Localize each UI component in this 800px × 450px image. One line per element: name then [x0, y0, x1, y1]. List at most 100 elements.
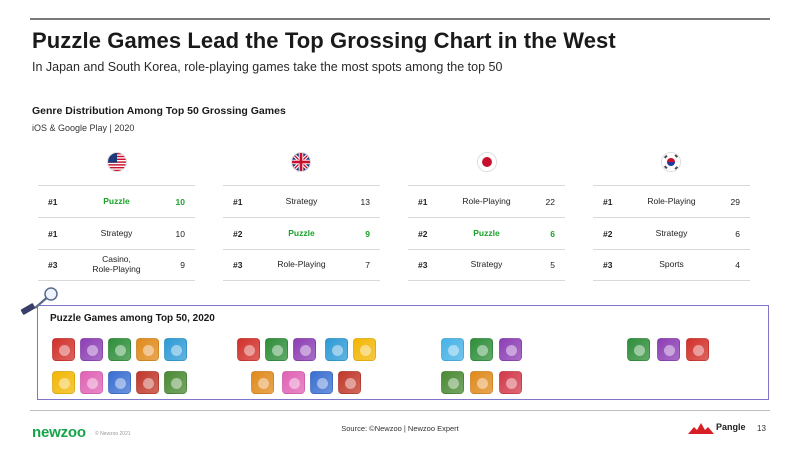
puzzle-games-panel: Puzzle Games among Top 50, 2020	[37, 305, 769, 400]
table-row: #3 Role-Playing 7	[223, 249, 380, 281]
app-icon	[164, 371, 187, 394]
genre-count: 13	[360, 196, 370, 207]
genre-count: 29	[730, 196, 740, 207]
app-icon	[338, 371, 361, 394]
rank-label: #2	[418, 228, 428, 239]
app-icon-glyph	[477, 345, 488, 356]
genre-count: 4	[735, 260, 740, 270]
app-icon	[293, 338, 316, 361]
app-icon-glyph	[345, 378, 356, 389]
table-row: #2 Puzzle 6	[408, 217, 565, 249]
rank-label: #3	[48, 260, 58, 270]
app-icon-glyph	[448, 345, 459, 356]
genre-label: Puzzle	[473, 227, 500, 238]
app-icon	[657, 338, 680, 361]
genre-label: Strategy	[655, 227, 688, 238]
table-row: #1 Strategy 10	[38, 217, 195, 249]
korea-genre-table: #1 Role-Playing 29 #2 Strategy 6 #3 Spor…	[593, 185, 750, 281]
page-subtitle: In Japan and South Korea, role-playing g…	[32, 60, 503, 74]
app-icon	[108, 338, 131, 361]
pangle-label: Pangle	[716, 422, 746, 432]
app-icon-glyph	[143, 378, 154, 389]
app-icon-glyph	[477, 378, 488, 389]
app-icon	[441, 371, 464, 394]
us-genre-table: #1 Puzzle 10 #1 Strategy 10 #3 Casino, Ro…	[38, 185, 195, 281]
table-row: #2 Strategy 6	[593, 217, 750, 249]
app-icon	[136, 338, 159, 361]
puzzle-panel-title: Puzzle Games among Top 50, 2020	[50, 313, 215, 324]
table-row: #2 Puzzle 9	[223, 217, 380, 249]
us-flag-icon	[107, 152, 127, 172]
app-icon-glyph	[258, 378, 269, 389]
section-title: Genre Distribution Among Top 50 Grossing…	[32, 105, 286, 117]
south-korea-flag-icon	[661, 152, 681, 172]
app-icon	[52, 338, 75, 361]
table-row: #3 Strategy 5	[408, 249, 565, 281]
rank-label: #3	[418, 260, 428, 270]
app-icon-glyph	[289, 378, 300, 389]
app-icon	[237, 338, 260, 361]
genre-count: 5	[550, 260, 555, 270]
app-icon-glyph	[317, 378, 328, 389]
genre-label: Puzzle	[288, 227, 315, 238]
app-icon-glyph	[171, 378, 182, 389]
app-icon-glyph	[506, 345, 517, 356]
page-title: Puzzle Games Lead the Top Grossing Chart…	[32, 28, 616, 53]
table-row: #3 Sports 4	[593, 249, 750, 281]
table-row: #3 Casino, Role-Playing 9	[38, 249, 195, 281]
genre-label: Casino, Role-Playing	[68, 254, 165, 275]
app-icon	[353, 338, 376, 361]
app-icon-glyph	[360, 345, 371, 356]
genre-count: 10	[175, 228, 185, 239]
app-icon-glyph	[448, 378, 459, 389]
app-icon	[686, 338, 709, 361]
app-icon	[80, 371, 103, 394]
genre-label: Strategy	[285, 195, 318, 206]
genre-label: Strategy	[470, 259, 503, 270]
rank-label: #3	[603, 260, 613, 270]
app-icon	[164, 338, 187, 361]
genre-count: 6	[550, 228, 555, 239]
rank-label: #2	[233, 228, 243, 239]
rank-label: #1	[48, 196, 58, 207]
pangle-logo-icon	[688, 423, 714, 434]
app-icon-glyph	[143, 345, 154, 356]
app-icon	[265, 338, 288, 361]
genre-label: Puzzle	[103, 195, 130, 206]
genre-count: 9	[180, 260, 185, 270]
section-subtitle: iOS & Google Play | 2020	[32, 123, 135, 133]
genre-count: 6	[735, 228, 740, 239]
app-icon	[470, 371, 493, 394]
app-icon	[441, 338, 464, 361]
app-icon-glyph	[115, 345, 126, 356]
app-icon-glyph	[87, 378, 98, 389]
app-icon-glyph	[664, 345, 675, 356]
rank-label: #2	[603, 228, 613, 239]
genre-label: Sports	[659, 259, 684, 270]
app-icon-glyph	[59, 345, 70, 356]
app-icon-glyph	[300, 345, 311, 356]
app-icon-glyph	[87, 345, 98, 356]
genre-line-2: Role-Playing	[92, 264, 141, 274]
japan-flag-icon	[477, 152, 497, 172]
top-rule	[30, 18, 770, 20]
rank-label: #1	[418, 196, 428, 207]
newzoo-logo: newzoo	[32, 424, 86, 441]
app-icon	[136, 371, 159, 394]
app-icon	[499, 371, 522, 394]
genre-line-1: Casino,	[102, 254, 131, 265]
rank-label: #1	[48, 228, 58, 239]
rank-label: #1	[603, 196, 613, 207]
rank-label: #1	[233, 196, 243, 207]
app-icon	[627, 338, 650, 361]
table-row: #1 Puzzle 10	[38, 185, 195, 217]
app-icon-glyph	[115, 378, 126, 389]
app-icon	[52, 371, 75, 394]
source-text: Source: ©Newzoo | Newzoo Expert	[341, 424, 459, 433]
genre-label: Role-Playing	[647, 195, 696, 206]
table-row: #1 Role-Playing 29	[593, 185, 750, 217]
bottom-rule	[30, 410, 770, 411]
app-icon	[310, 371, 333, 394]
app-icon	[108, 371, 131, 394]
app-icon-glyph	[171, 345, 182, 356]
